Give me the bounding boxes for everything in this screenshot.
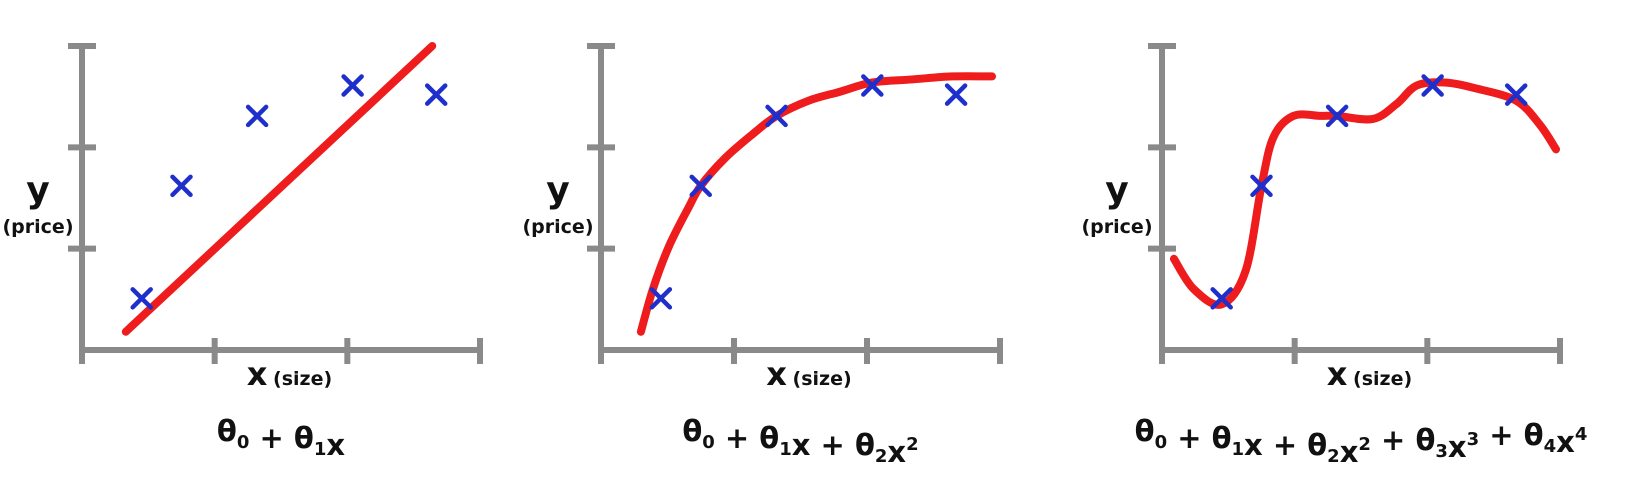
y-axis-label: y: [1105, 170, 1128, 211]
x-axis-label: x: [1327, 355, 1348, 393]
data-point: [861, 74, 884, 97]
data-point: [341, 74, 364, 97]
y-axis-note: (price): [3, 216, 74, 238]
data-point: [245, 104, 269, 128]
data-point: [1504, 83, 1528, 106]
data-point: [424, 83, 448, 106]
x-axis-note: (size): [1353, 368, 1412, 390]
data-point: [649, 287, 673, 310]
y-axis-label: y: [546, 170, 569, 211]
x-axis-label: x: [766, 355, 787, 393]
data-point: [765, 104, 788, 128]
chart-panel-2: y (price) x (size) θ0 + θ1x + θ2x2: [523, 43, 1003, 469]
data-point: [944, 83, 968, 106]
data-point: [689, 174, 712, 198]
chart-panel-3: y (price) x (size) θ0 + θ1x + θ2x2 + θ3x3 + …: [1082, 43, 1588, 469]
data-point: [1421, 74, 1444, 97]
fit-curve: [636, 72, 997, 336]
model-formula: θ0 + θ1x + θ2x2 + θ3x3 + θ4x4: [1135, 414, 1588, 469]
x-axis-note: (size): [273, 368, 332, 390]
data-point: [1210, 287, 1233, 310]
y-axis-note: (price): [523, 216, 594, 238]
data-point: [170, 174, 193, 198]
data-point: [1325, 104, 1349, 128]
fit-curve: [1169, 78, 1561, 309]
chart-panel-1: y (price) x (size) θ0 + θ1x: [3, 42, 483, 462]
x-axis-note: (size): [793, 368, 852, 390]
x-axis-label: x: [247, 355, 268, 393]
y-axis-label: y: [26, 170, 49, 211]
data-point: [130, 287, 153, 310]
y-axis-note: (price): [1082, 216, 1153, 238]
fit-curve: [121, 42, 437, 336]
model-formula: θ0 + θ1x: [217, 414, 345, 462]
data-point: [1250, 174, 1273, 198]
model-formula: θ0 + θ1x + θ2x2: [682, 414, 918, 469]
